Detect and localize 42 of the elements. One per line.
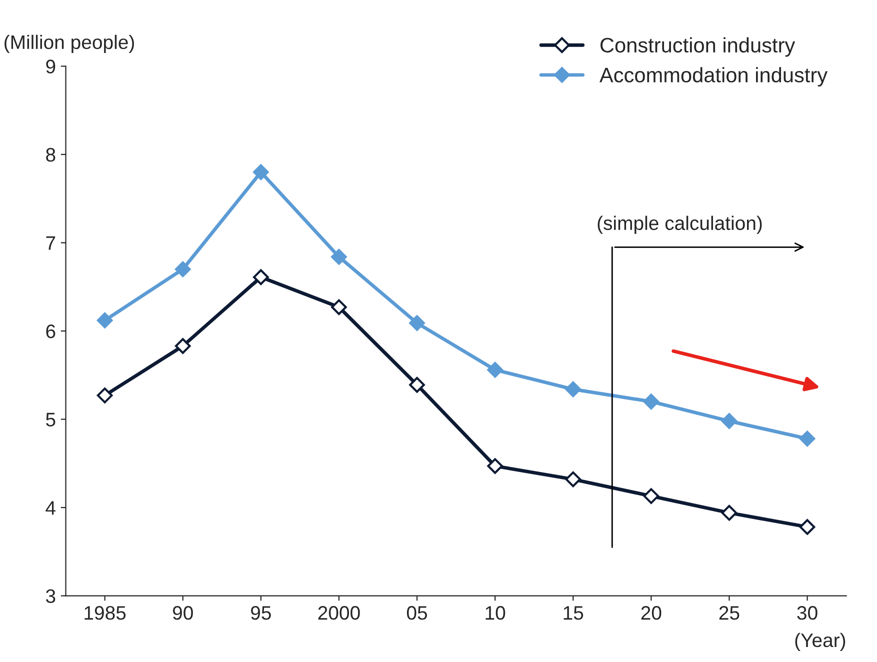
point xyxy=(252,164,269,180)
legend-label: Accommodation industry xyxy=(600,67,828,87)
legend-label: Construction industry xyxy=(600,37,796,57)
point xyxy=(409,376,425,393)
point xyxy=(409,315,425,331)
point xyxy=(487,458,503,474)
y-tick-label: 5 xyxy=(46,412,56,427)
x-tick-label: 05 xyxy=(406,606,428,620)
point xyxy=(331,248,347,265)
y-tick-label: 6 xyxy=(46,324,56,338)
point xyxy=(643,488,660,504)
x-tick-label: 10 xyxy=(486,606,506,620)
x-tick-label: 1985 xyxy=(84,606,126,620)
point xyxy=(174,261,191,278)
point xyxy=(96,312,113,328)
point xyxy=(174,338,191,354)
point xyxy=(799,519,816,535)
point xyxy=(96,388,113,404)
y-tick-label: 8 xyxy=(46,148,56,162)
point xyxy=(331,299,347,316)
y-tick-label: 4 xyxy=(46,501,56,515)
point xyxy=(252,269,269,286)
x-tick-label: 30 xyxy=(797,606,818,620)
y-tick-label: 3 xyxy=(46,589,56,604)
point xyxy=(721,504,738,521)
y-tick-label: 7 xyxy=(46,236,56,250)
annotation: (simple calculation) xyxy=(598,216,762,234)
x-tick-label: 15 xyxy=(564,606,584,620)
x-tick-label: 2000 xyxy=(318,606,360,620)
point xyxy=(487,362,503,378)
point xyxy=(565,471,582,488)
x-tick-label: 25 xyxy=(719,606,740,620)
x-tick-label: 95 xyxy=(251,606,271,620)
point xyxy=(565,381,582,398)
x-tick-label: 20 xyxy=(641,606,662,620)
y-tick-label: 9 xyxy=(46,60,56,74)
point xyxy=(799,430,816,447)
point xyxy=(643,394,660,410)
x-axis-title: (Year) xyxy=(795,632,846,651)
x-tick-label: 90 xyxy=(172,606,193,620)
y-axis-title: (Million people) xyxy=(4,34,134,53)
point xyxy=(721,413,738,429)
